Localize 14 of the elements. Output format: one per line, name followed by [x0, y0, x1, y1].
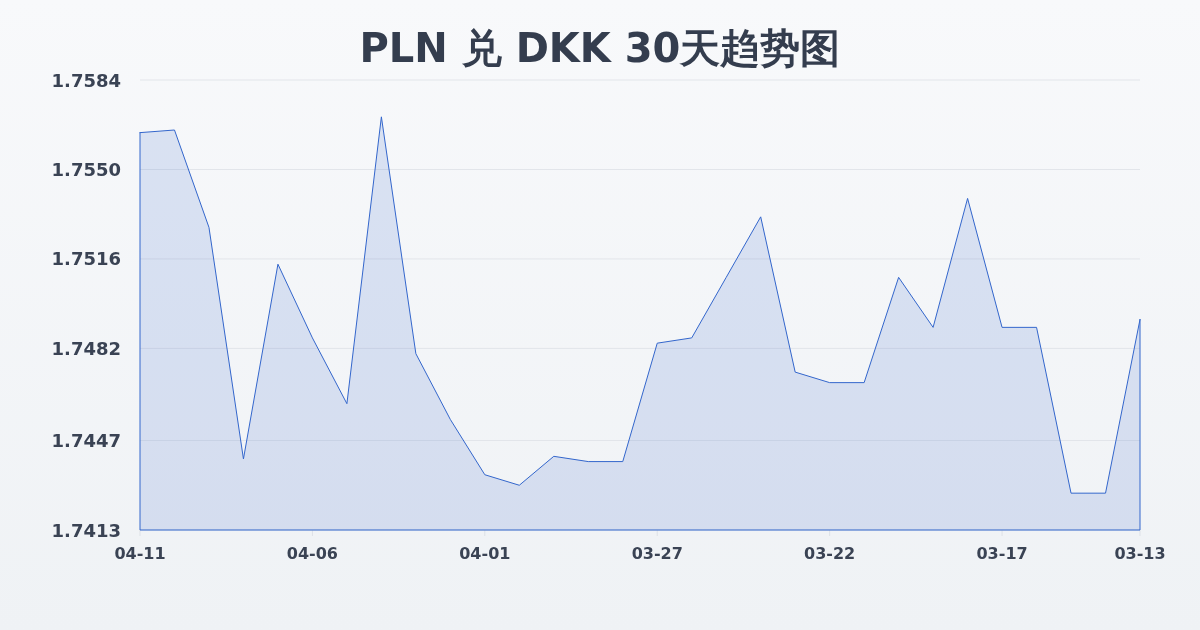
y-tick-label: 1.7550 — [51, 158, 121, 180]
y-tick-label: 1.7584 — [51, 69, 121, 91]
y-tick-label: 1.7413 — [51, 519, 121, 541]
x-tick-label: 04-01 — [459, 544, 511, 563]
y-tick-label: 1.7516 — [51, 248, 121, 270]
x-tick-label: 04-06 — [286, 544, 338, 563]
x-tick-label: 03-17 — [976, 544, 1028, 563]
x-tick-label: 03-13 — [1114, 544, 1166, 563]
title: PLN 兑 DKK 30天趋势图 — [359, 25, 841, 71]
y-tick-label: 1.7482 — [51, 337, 121, 359]
y-tick-label: 1.7447 — [51, 430, 121, 452]
x-tick-label: 04-11 — [114, 544, 166, 563]
x-tick-label: 03-27 — [631, 544, 683, 563]
x-tick-label: 03-22 — [804, 544, 856, 563]
